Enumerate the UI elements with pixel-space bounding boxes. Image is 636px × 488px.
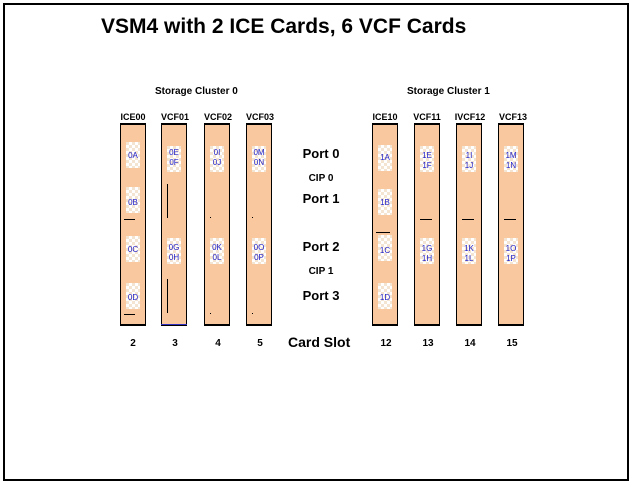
port-0g-0h xyxy=(167,238,181,264)
port-label-1d: 1D xyxy=(379,293,391,302)
cip-0-label: CIP 0 xyxy=(308,173,334,184)
card-label-vcf13: VCF13 xyxy=(498,112,527,122)
port-3-label: Port 3 xyxy=(302,288,340,303)
diagram-title: VSM4 with 2 ICE Cards, 6 VCF Cards xyxy=(101,15,467,38)
card-vcf13: 1M 1N 1O 1P xyxy=(498,123,524,326)
cip-1-label: CIP 1 xyxy=(308,266,334,277)
port-1k-1l xyxy=(462,238,476,264)
card-ice10: 1A 1B 1C 1D xyxy=(372,123,398,326)
port-0-label: Port 0 xyxy=(302,146,340,161)
port-label-0i-0j: 0I 0J xyxy=(212,148,222,167)
port-1b xyxy=(378,189,392,215)
port-label-1o-1p: 1O 1P xyxy=(505,244,517,263)
port-label-0o-0p: 0O 0P xyxy=(253,243,265,262)
port-label-1i-1j: 1I 1J xyxy=(464,151,474,170)
port-1d xyxy=(378,283,392,309)
cluster-0-label: Storage Cluster 0 xyxy=(155,86,238,97)
card-slot-label: Card Slot xyxy=(288,334,351,350)
card-vcf02: 0I 0J 0K 0L xyxy=(204,123,230,326)
port-1a xyxy=(378,145,392,171)
port-1m-1n xyxy=(504,146,518,172)
slot-number: 12 xyxy=(380,338,392,349)
port-label-1m-1n: 1M 1N xyxy=(505,151,517,170)
port-divider xyxy=(167,184,168,218)
card-label-ice00: ICE00 xyxy=(120,112,146,122)
diagram-frame xyxy=(3,3,629,481)
port-divider xyxy=(504,219,516,220)
port-divider xyxy=(167,279,168,313)
port-1-label: Port 1 xyxy=(302,191,340,206)
card-vcf01: 0E 0F 0G 0H xyxy=(161,123,187,326)
port-label-0k-0l: 0K 0L xyxy=(212,243,222,262)
card-bottom-line xyxy=(161,324,187,325)
port-0i-0j xyxy=(210,146,224,172)
slot-number: 3 xyxy=(172,338,178,349)
port-label-1g-1h: 1G 1H xyxy=(421,244,433,263)
card-ivcf12: 1I 1J 1K 1L xyxy=(456,123,482,326)
port-label-1b: 1B xyxy=(380,198,390,207)
slot-number: 5 xyxy=(257,338,263,349)
card-label-vcf02: VCF02 xyxy=(203,112,232,122)
port-0b xyxy=(126,187,140,213)
port-label-1a: 1A xyxy=(380,153,390,162)
port-0a xyxy=(126,142,140,168)
port-divider xyxy=(376,232,390,233)
card-label-ivcf12: IVCF12 xyxy=(454,112,486,122)
port-1i-1j xyxy=(462,146,476,172)
port-1g-1h xyxy=(420,238,434,264)
port-0c xyxy=(126,236,140,262)
port-divider xyxy=(124,219,135,220)
slot-number: 2 xyxy=(130,338,136,349)
slot-number: 13 xyxy=(422,338,434,349)
card-vcf11: 1E 1F 1G 1H xyxy=(414,123,440,326)
port-label-1k-1l: 1K 1L xyxy=(464,244,474,263)
port-label-0b: 0B xyxy=(128,198,138,207)
card-label-vcf01: VCF01 xyxy=(160,112,189,122)
port-1e-1f xyxy=(420,146,434,172)
port-0k-0l xyxy=(210,238,224,264)
port-label-0m-0n: 0M 0N xyxy=(253,148,265,167)
card-label-ice10: ICE10 xyxy=(372,112,398,122)
port-marker xyxy=(210,217,211,218)
card-vcf03: 0M 0N 0O 0P xyxy=(246,123,272,326)
cluster-1-label: Storage Cluster 1 xyxy=(407,86,490,97)
port-marker xyxy=(252,313,253,314)
slot-number: 4 xyxy=(215,338,221,349)
port-1o-1p xyxy=(504,238,518,264)
port-marker xyxy=(252,217,253,218)
port-label-0e-0f: 0E 0F xyxy=(169,148,179,167)
card-label-vcf11: VCF11 xyxy=(413,112,441,122)
port-divider xyxy=(420,219,432,220)
port-label-0a: 0A xyxy=(128,151,138,160)
port-0o-0p xyxy=(252,238,266,264)
port-0d xyxy=(126,283,140,309)
port-1c xyxy=(378,235,392,261)
port-divider xyxy=(462,219,474,220)
port-0e-0f xyxy=(167,146,181,172)
port-marker xyxy=(210,313,211,314)
card-ice00: 0A 0B 0C 0D xyxy=(120,123,146,326)
port-label-1e-1f: 1E 1F xyxy=(422,151,432,170)
port-0m-0n xyxy=(252,146,266,172)
slot-number: 15 xyxy=(506,338,518,349)
port-label-0c: 0C xyxy=(127,245,139,254)
slot-number: 14 xyxy=(464,338,476,349)
port-divider xyxy=(124,314,135,315)
port-label-0d: 0D xyxy=(127,293,139,302)
port-label-0g-0h: 0G 0H xyxy=(168,243,180,262)
port-2-label: Port 2 xyxy=(302,239,340,254)
port-label-1c: 1C xyxy=(379,246,391,255)
card-label-vcf03: VCF03 xyxy=(245,112,274,122)
